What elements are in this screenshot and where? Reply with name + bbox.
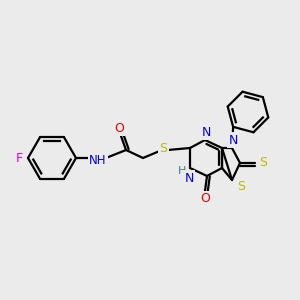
- Text: S: S: [237, 179, 245, 193]
- Text: H: H: [178, 166, 186, 176]
- Text: F: F: [15, 152, 22, 164]
- Text: S: S: [159, 142, 167, 155]
- Text: O: O: [200, 193, 210, 206]
- Text: N: N: [201, 125, 211, 139]
- Text: S: S: [259, 157, 267, 169]
- Text: NH: NH: [89, 154, 107, 166]
- Text: N: N: [228, 134, 238, 146]
- Text: O: O: [114, 122, 124, 134]
- Text: N: N: [184, 172, 194, 184]
